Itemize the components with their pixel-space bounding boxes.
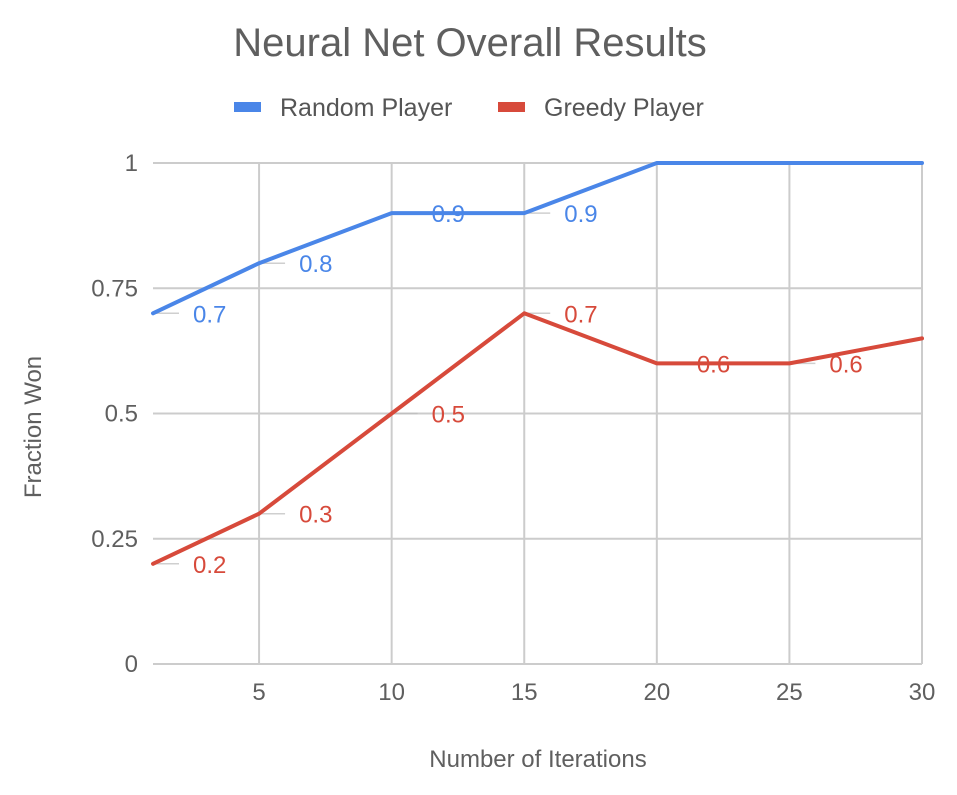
legend-swatch-random-player	[234, 102, 261, 112]
data-label-greedy-player-25: 0.6	[829, 351, 862, 378]
data-label-greedy-player-20: 0.6	[697, 351, 730, 378]
legend-swatch-greedy-player	[498, 102, 525, 112]
x-axis-title: Number of Iterations	[429, 746, 646, 773]
y-tick-label-0-5: 0.5	[105, 401, 138, 428]
data-label-greedy-player-10: 0.5	[432, 402, 465, 429]
legend-label-random-player: Random Player	[280, 94, 452, 122]
y-axis-ticks: 0 0.25 0.5 0.75 1	[91, 150, 138, 678]
x-tick-label-15: 15	[511, 679, 538, 706]
data-label-greedy-player-1: 0.2	[193, 552, 226, 579]
x-tick-label-25: 25	[776, 679, 803, 706]
y-axis-title: Fraction Won	[20, 356, 47, 498]
data-label-random-player-10: 0.9	[432, 201, 465, 228]
x-tick-label-20: 20	[643, 679, 670, 706]
x-tick-label-10: 10	[378, 679, 405, 706]
chart-title: Neural Net Overall Results	[233, 21, 707, 65]
x-axis-ticks: 5 10 15 20 25 30	[252, 679, 935, 706]
y-tick-label-1: 1	[125, 150, 138, 177]
data-label-random-player-15: 0.9	[564, 201, 597, 228]
legend-label-greedy-player: Greedy Player	[544, 94, 704, 122]
data-label-random-player-5: 0.8	[299, 251, 332, 278]
x-tick-label-30: 30	[909, 679, 936, 706]
series-line-random-player	[151, 161, 924, 316]
x-tick-label-5: 5	[252, 679, 265, 706]
data-label-random-player-1: 0.7	[193, 301, 226, 328]
series-lines	[151, 161, 924, 566]
data-label-greedy-player-15: 0.7	[564, 301, 597, 328]
y-tick-label-0-75: 0.75	[91, 275, 138, 302]
y-tick-label-0: 0	[125, 651, 138, 678]
series-line-greedy-player	[151, 311, 924, 566]
grid	[153, 162, 923, 665]
data-label-greedy-player-5: 0.3	[299, 502, 332, 529]
legend: Random Player Greedy Player	[234, 94, 704, 122]
y-tick-label-0-25: 0.25	[91, 526, 138, 553]
data-labels: 0.7 0.8 0.9 0.9 0.2 0.3 0.5 0.7 0.6 0.6	[193, 201, 863, 579]
